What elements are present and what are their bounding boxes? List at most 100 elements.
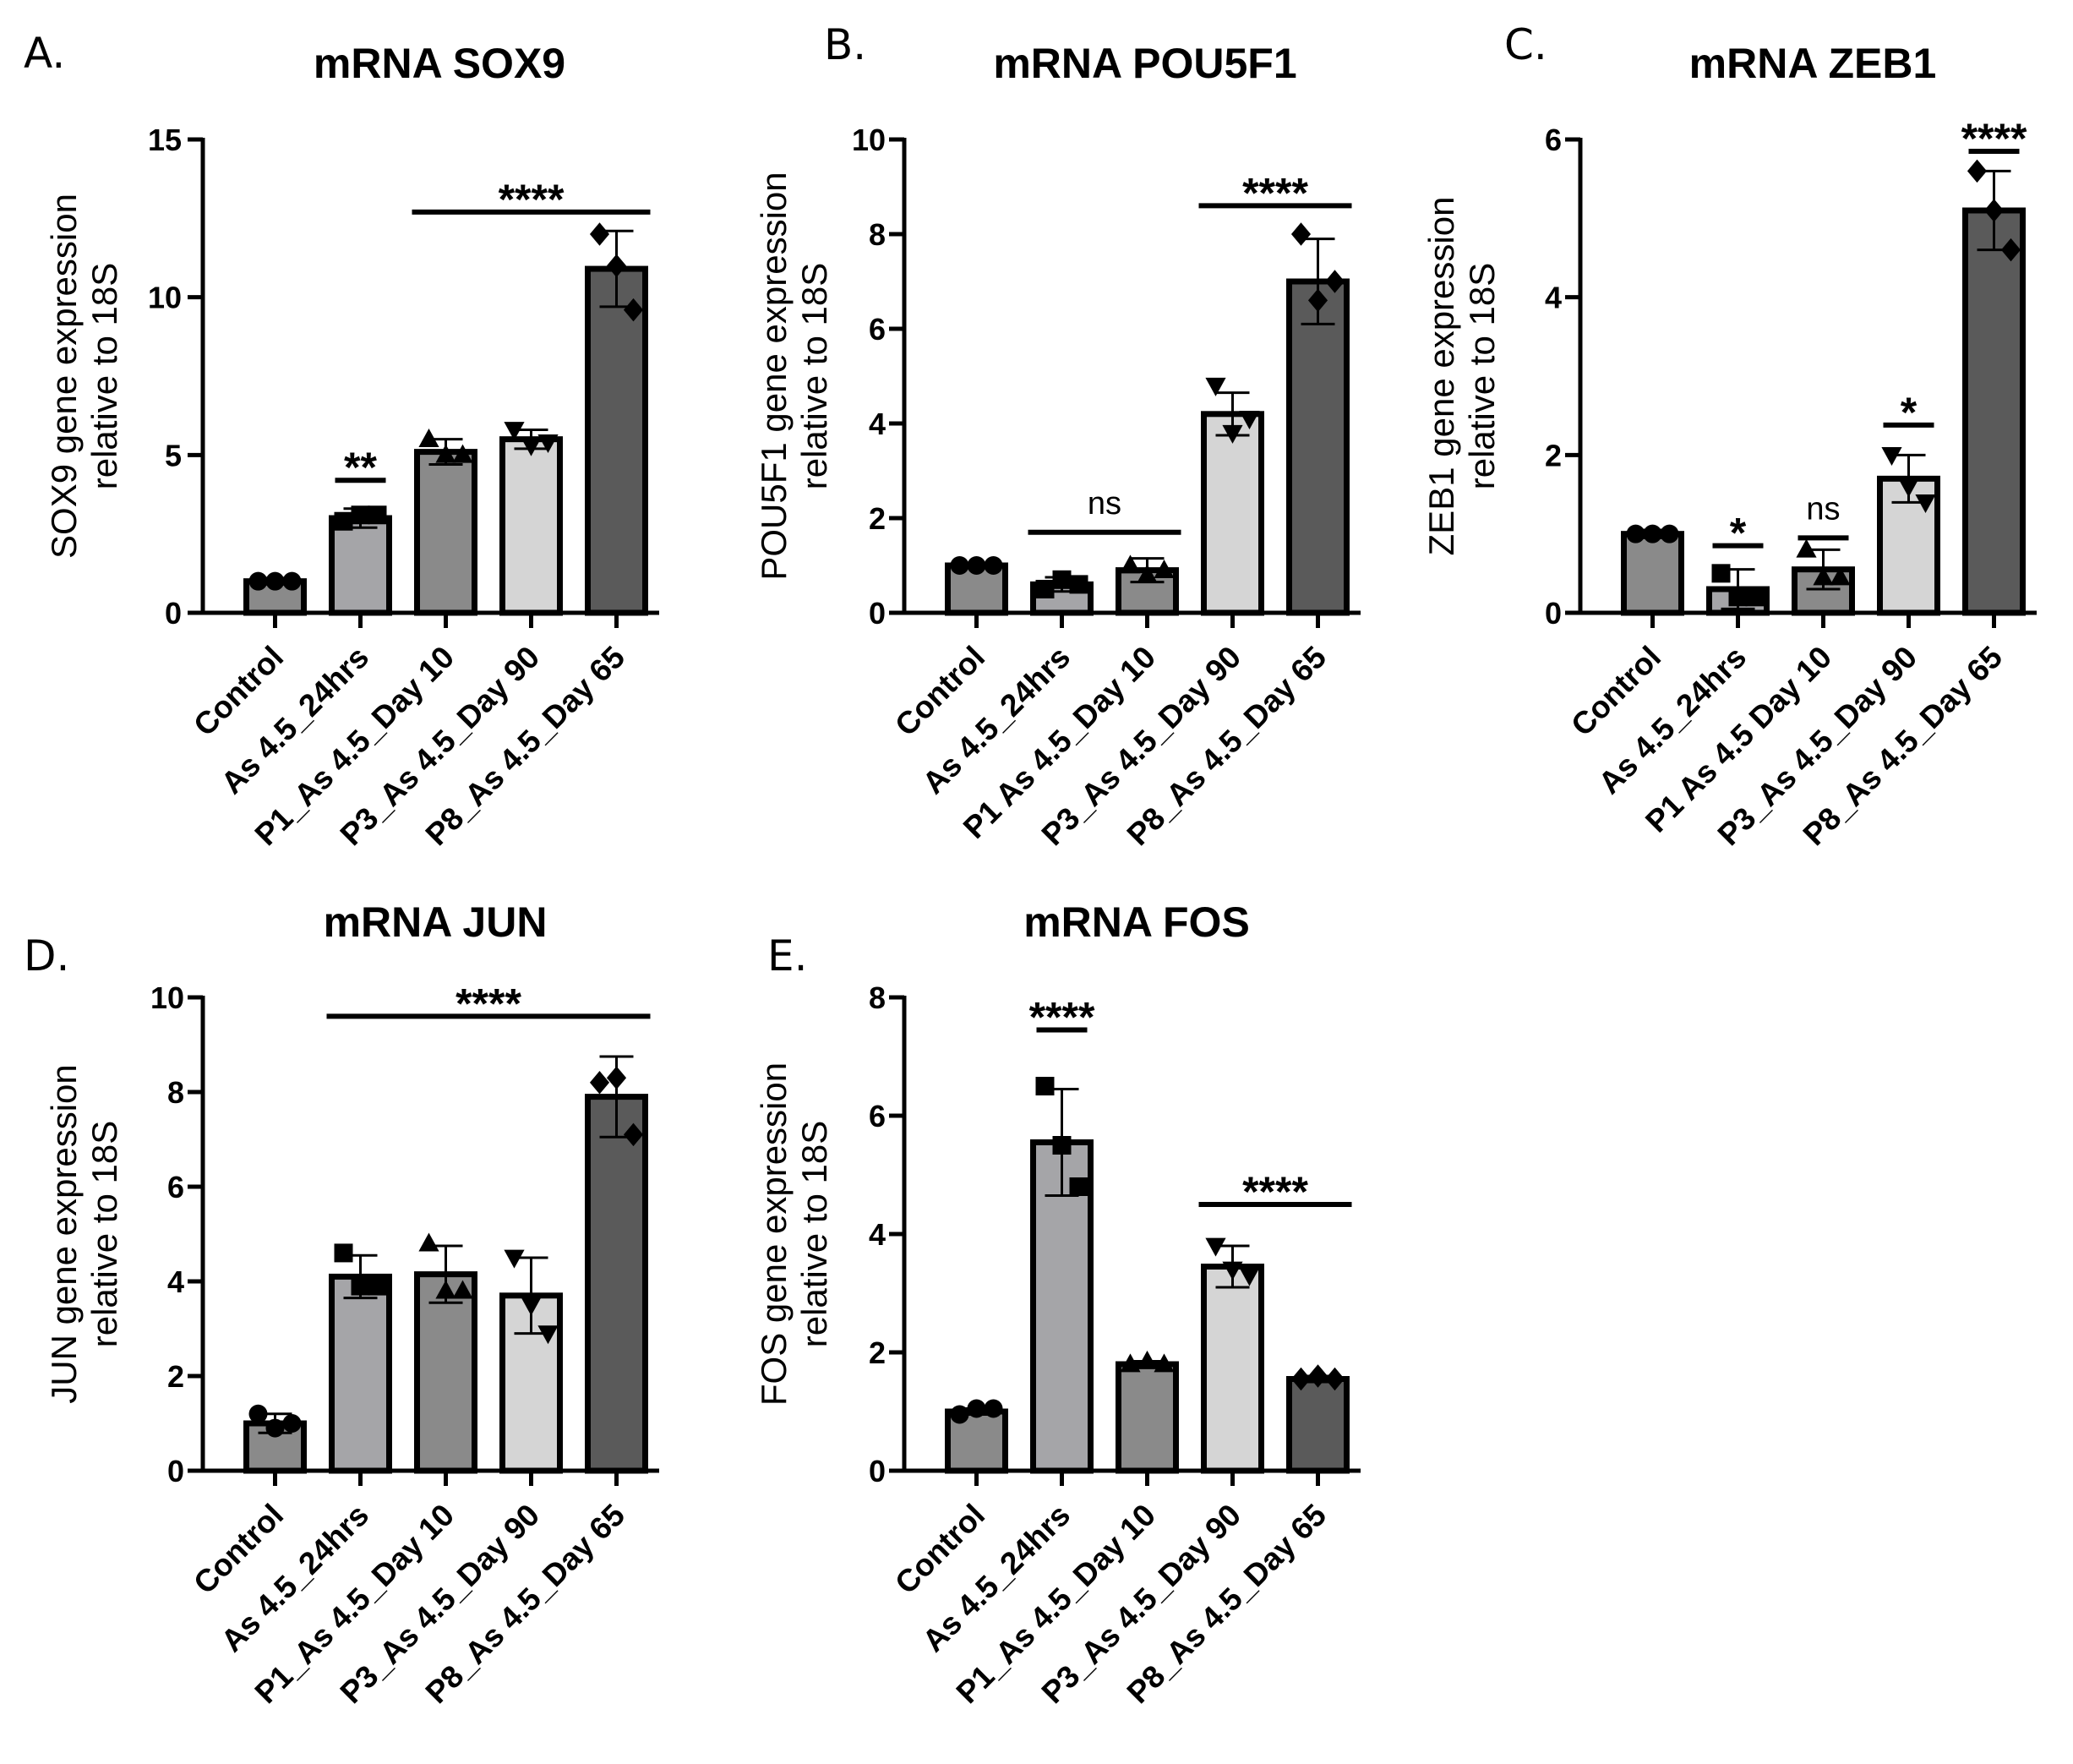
data-point [418, 429, 439, 448]
data-point [334, 511, 353, 531]
data-point [282, 571, 302, 591]
data-point [521, 1297, 542, 1316]
y-tick-label: 2 [167, 1359, 184, 1394]
data-point [1898, 478, 1919, 498]
y-axis-label-line: relative to 18S [85, 1121, 124, 1348]
data-point [1052, 570, 1072, 589]
y-axis-label-line: relative to 18S [794, 263, 834, 490]
data-point [1626, 524, 1645, 543]
data-point [1643, 524, 1662, 543]
bar [1621, 531, 1684, 616]
data-point [1307, 1364, 1328, 1388]
panel-sox9: A. mRNA SOX9 SOX9 gene expressionrelative … [24, 29, 659, 852]
data-point [504, 422, 525, 441]
data-point [967, 556, 986, 575]
bar [1201, 411, 1264, 616]
y-axis-label-line: POU5F1 gene expression [754, 172, 794, 580]
data-point [1290, 222, 1312, 246]
data-point [1307, 288, 1328, 313]
y-tick-label: 0 [869, 596, 886, 631]
chart-title: mRNA SOX9 [314, 40, 565, 87]
data-point [282, 1414, 302, 1433]
bar [414, 449, 477, 616]
y-tick-label: 2 [1545, 438, 1562, 472]
data-point [589, 1071, 610, 1095]
y-tick-label: 0 [167, 1454, 184, 1488]
data-point [1154, 559, 1175, 578]
data-point [1035, 1077, 1055, 1095]
bar [329, 515, 392, 616]
bar [1201, 1264, 1264, 1474]
data-point [1660, 524, 1679, 543]
data-point [1035, 580, 1055, 598]
y-axis-label-line: JUN gene expression [44, 1064, 84, 1404]
data-point [1728, 587, 1748, 607]
data-point [1069, 575, 1088, 594]
y-tick-label: 10 [150, 980, 184, 1015]
bar [1962, 207, 2026, 616]
data-point [1830, 566, 1851, 586]
panel-letter: A. [24, 29, 65, 78]
data-point [1137, 1350, 1158, 1369]
data-point [589, 222, 610, 246]
bar [329, 1273, 392, 1474]
data-point [368, 1276, 387, 1296]
data-point [435, 444, 456, 463]
data-point [2000, 238, 2021, 262]
y-axis-label: JUN gene expressionrelative to 18S [44, 1064, 124, 1404]
data-point [1120, 1353, 1141, 1373]
y-axis-label: SOX9 gene expressionrelative to 18S [44, 194, 124, 559]
y-axis-label-line: SOX9 gene expression [44, 194, 84, 559]
data-point [623, 298, 644, 322]
data-point [248, 1404, 268, 1423]
chart-title: mRNA JUN [324, 898, 548, 946]
data-point [1222, 424, 1243, 444]
panel-letter: D. [24, 931, 69, 980]
data-point [452, 1280, 473, 1299]
data-point [1324, 1367, 1345, 1391]
significance-label: **** [1242, 169, 1308, 216]
bar [585, 1094, 648, 1474]
x-tick-label: As 4.5_24hrs [916, 1498, 1077, 1658]
data-point [1813, 566, 1834, 586]
significance-label: **** [1961, 115, 2027, 162]
data-point [521, 437, 542, 456]
data-point [1069, 1177, 1088, 1196]
data-point [1290, 1367, 1312, 1391]
data-point [1915, 494, 1936, 513]
data-point [1983, 199, 2005, 222]
bar [1286, 278, 1350, 616]
data-point [1239, 1267, 1260, 1286]
y-axis-label: POU5F1 gene expressionrelative to 18S [754, 172, 834, 580]
y-tick-label: 6 [167, 1170, 184, 1204]
chart-title: mRNA POU5F1 [993, 40, 1296, 87]
data-point [1137, 564, 1158, 583]
significance-label: **** [1029, 994, 1095, 1041]
chart-title: mRNA FOS [1023, 898, 1250, 946]
panel-pou5f1: B. mRNA POU5F1 POU5F1 gene expressionrelat… [754, 20, 1361, 852]
x-tick-label: As 4.5_24hrs [916, 640, 1077, 800]
data-point [1745, 587, 1765, 607]
y-tick-label: 10 [852, 123, 886, 157]
data-point [351, 505, 370, 525]
data-point [950, 556, 969, 575]
y-tick-label: 6 [1545, 123, 1562, 157]
significance-label: * [1730, 510, 1747, 557]
data-point [623, 1122, 644, 1147]
y-axis-label-line: ZEB1 gene expression [1421, 197, 1461, 556]
y-axis-label-line: relative to 18S [1462, 263, 1502, 490]
y-tick-label: 8 [869, 217, 886, 252]
y-tick-label: 4 [167, 1264, 184, 1299]
y-axis-label: ZEB1 gene expressionrelative to 18S [1421, 197, 1502, 556]
data-point [1796, 538, 1817, 558]
y-tick-label: 6 [869, 312, 886, 347]
data-point [1052, 1136, 1072, 1155]
data-point [504, 1249, 525, 1269]
data-point [452, 444, 473, 463]
panel-fos: E. mRNA FOS FOS gene expressionrelative to… [754, 898, 1361, 1710]
x-tick-label: As 4.5_24hrs [1592, 640, 1753, 800]
y-tick-label: 15 [148, 123, 182, 157]
data-point [1154, 1353, 1175, 1373]
panel-letter: C. [1504, 20, 1547, 69]
panel-zeb1: C. mRNA ZEB1 ZEB1 gene expressionrelative … [1421, 20, 2037, 852]
